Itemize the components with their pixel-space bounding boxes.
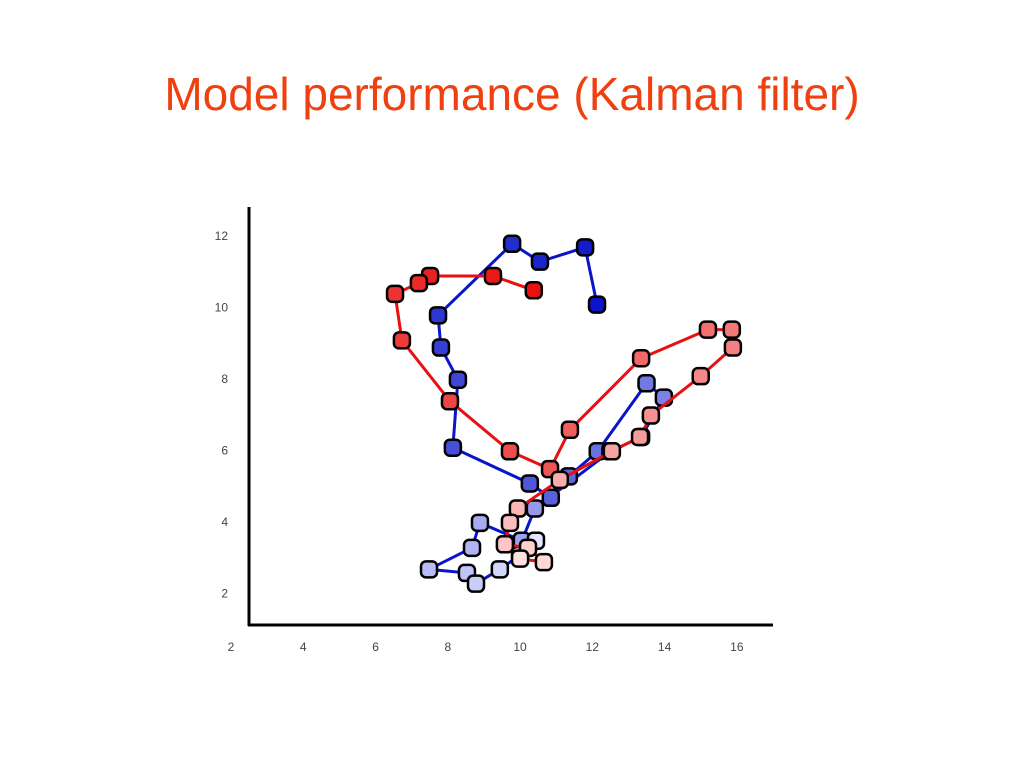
x-tick-label: 12	[586, 640, 600, 654]
point	[722, 320, 742, 339]
y-tick-label: 12	[215, 229, 229, 243]
point	[630, 427, 650, 447]
point	[723, 338, 743, 357]
point	[550, 470, 570, 490]
point	[510, 549, 530, 568]
point	[525, 499, 545, 518]
point	[500, 513, 520, 533]
point	[541, 488, 561, 508]
x-tick-label: 2	[228, 640, 235, 654]
point	[524, 281, 544, 300]
point	[462, 538, 482, 558]
point	[575, 238, 595, 257]
point	[520, 474, 540, 493]
point	[495, 535, 515, 554]
point	[698, 320, 718, 339]
x-tick-label: 16	[730, 640, 744, 654]
point	[409, 273, 429, 293]
y-tick-label: 4	[221, 515, 228, 529]
point	[631, 349, 651, 368]
point	[448, 370, 468, 389]
point	[534, 552, 554, 572]
y-tick-label: 8	[221, 372, 228, 386]
x-tick-label: 4	[300, 640, 307, 654]
point	[392, 331, 412, 350]
slide-title: Model performance (Kalman filter)	[164, 68, 859, 120]
point	[431, 338, 451, 357]
y-tick-label: 10	[215, 300, 229, 314]
x-tick-label: 14	[658, 640, 672, 654]
point	[502, 234, 522, 254]
point	[654, 388, 674, 407]
point	[602, 442, 622, 461]
point	[490, 560, 510, 579]
point	[483, 266, 503, 286]
x-tick-label: 10	[513, 640, 527, 654]
point	[440, 391, 460, 411]
point	[530, 252, 550, 271]
point	[466, 574, 486, 593]
point	[428, 306, 448, 325]
point	[641, 406, 661, 425]
point	[470, 513, 490, 533]
point	[419, 560, 439, 579]
point	[587, 295, 607, 314]
point	[385, 284, 405, 304]
y-tick-label: 6	[221, 443, 228, 457]
x-tick-label: 6	[372, 640, 379, 654]
point	[443, 438, 463, 457]
point	[637, 374, 656, 393]
point	[560, 420, 580, 440]
x-tick-label: 8	[444, 640, 451, 654]
point	[500, 442, 520, 461]
y-tick-label: 2	[221, 587, 228, 601]
point	[691, 366, 710, 386]
